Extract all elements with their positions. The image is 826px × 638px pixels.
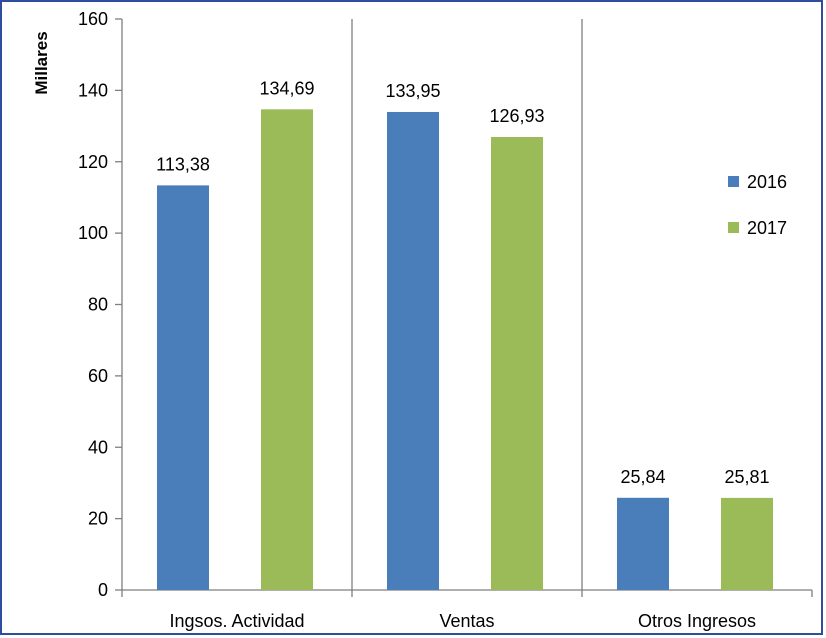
- data-label: 25,84: [620, 467, 665, 487]
- data-label: 126,93: [489, 106, 544, 126]
- bar: [387, 111, 439, 590]
- bar: [157, 185, 209, 590]
- legend-label: 2016: [747, 172, 787, 192]
- x-tick-labels: Ingsos. Actividad Ventas Otros Ingresos: [169, 611, 756, 631]
- data-label: 134,69: [259, 78, 314, 98]
- legend-swatch: [728, 176, 739, 187]
- bar: [721, 497, 773, 590]
- y-axis-label: Millares: [32, 31, 51, 94]
- legend-swatch: [728, 222, 739, 233]
- axes: [115, 18, 812, 591]
- y-tick-labels: 0 20 40 60 80 100 120 140 160: [78, 9, 108, 600]
- data-label: 25,81: [724, 467, 769, 487]
- x-tick-label: Otros Ingresos: [638, 611, 756, 631]
- y-tick-label: 60: [88, 366, 108, 386]
- legend-label: 2017: [747, 218, 787, 238]
- y-tick-label: 0: [98, 580, 108, 600]
- y-tick-label: 140: [78, 80, 108, 100]
- y-tick-label: 80: [88, 295, 108, 315]
- x-tick-label: Ventas: [439, 611, 494, 631]
- bar: [261, 109, 313, 590]
- y-tick-label: 120: [78, 152, 108, 172]
- data-labels: 113,38 134,69 133,95 126,93 25,84 25,81: [156, 78, 769, 487]
- y-tick-label: 40: [88, 437, 108, 457]
- category-separators: [121, 19, 813, 597]
- y-tick-label: 160: [78, 9, 108, 29]
- bar: [491, 137, 543, 591]
- legend: 2016 2017: [728, 172, 787, 238]
- x-tick-label: Ingsos. Actividad: [169, 611, 304, 631]
- data-label: 113,38: [156, 154, 210, 174]
- y-tick-label: 20: [88, 509, 108, 529]
- bar: [617, 497, 669, 590]
- data-label: 133,95: [385, 81, 440, 101]
- bars: [157, 109, 773, 591]
- y-tick-label: 100: [78, 223, 108, 243]
